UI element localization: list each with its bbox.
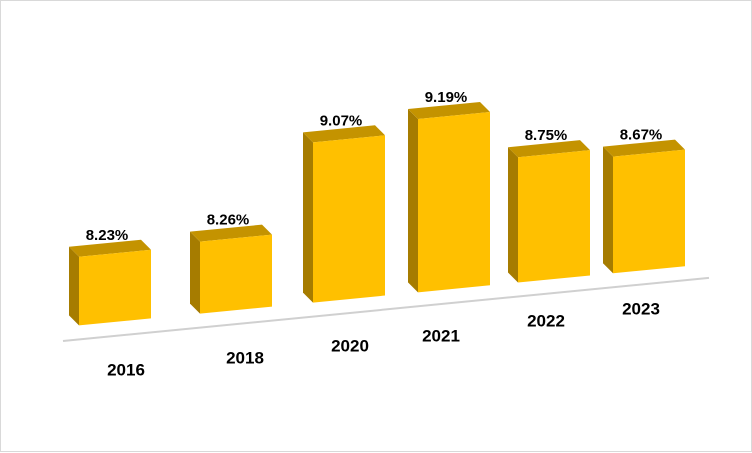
bar-2016 [69,239,151,326]
chart-floor-line [62,276,710,342]
bar-side-face [508,147,518,283]
data-label: 8.67% [620,127,663,144]
bar-front-face [79,249,151,326]
bar-2022 [508,140,590,283]
bar-top-face [303,125,385,143]
bar-side-face [408,109,418,293]
bar-2023 [603,139,685,274]
bar-2018 [190,224,272,314]
data-label: 8.23% [86,227,129,244]
bar-front-face [418,111,490,293]
bar-top-face [603,139,685,157]
bar-front-face [518,150,590,283]
x-tick-label: 2020 [331,337,369,356]
x-tick-label: 2023 [622,299,660,318]
bar-front-face [313,135,385,303]
bar-side-face [603,146,613,274]
x-tick-label: 2022 [527,312,565,331]
bar-top-face [408,101,490,120]
data-label: 8.26% [207,212,250,229]
data-label: 8.75% [525,127,568,144]
bar-2021 [408,101,490,293]
bar-front-face [613,149,685,274]
bar-top-face [69,239,151,257]
data-label: 9.19% [425,89,468,106]
bar-top-face [190,224,272,242]
bar-front-face [200,234,272,314]
bar-side-face [190,231,200,314]
bars-group: 8.23% 2016 8.26% 2018 9.07% 2020 9.19% 2021 8.75… [69,89,685,379]
data-label: 9.07% [320,112,363,129]
x-tick-label: 2016 [107,360,145,379]
x-tick-label: 2018 [226,349,264,368]
bar-side-face [69,246,79,326]
bar-top-face [508,140,590,158]
x-tick-label: 2021 [422,326,460,345]
bar-2020 [303,125,385,303]
bar-side-face [303,132,313,303]
